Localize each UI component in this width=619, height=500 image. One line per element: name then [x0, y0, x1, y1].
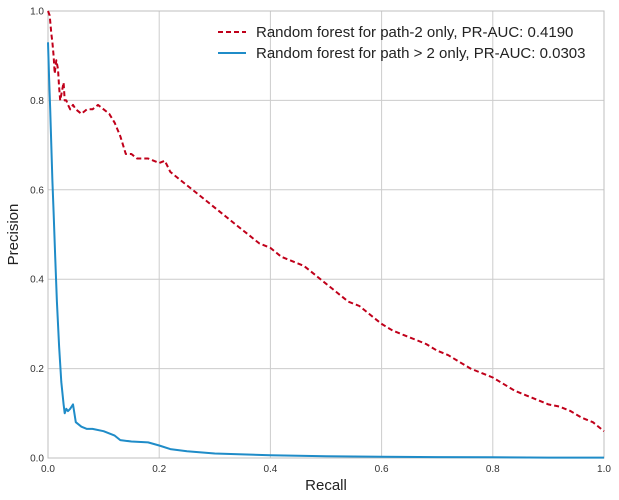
series-line-2 — [47, 42, 604, 459]
legend-label-1: Random forest for path-2 only, PR-AUC: 0… — [256, 24, 573, 41]
x-tick-label: 0.2 — [152, 464, 166, 475]
x-tick-label: 0.4 — [263, 464, 277, 475]
x-tick-label: 1.0 — [597, 464, 611, 475]
y-tick-label: 1.0 — [30, 7, 44, 18]
y-tick-label: 0.8 — [30, 96, 44, 107]
series-line-1 — [47, 10, 605, 432]
x-tick-label: 0.0 — [41, 464, 55, 475]
tick-labels: 0.0 0.2 0.4 0.6 0.8 1.0 0.0 0.2 0.4 0.6 0.8 1.0 — [30, 7, 611, 476]
y-tick-label: 0.6 — [30, 185, 44, 196]
y-tick-label: 0.4 — [30, 275, 44, 286]
plot-frame — [47, 10, 605, 459]
legend-label-2: Random forest for path > 2 only, PR-AUC:… — [256, 45, 585, 62]
x-axis-label: Recall — [305, 477, 347, 494]
x-tick-label: 0.6 — [375, 464, 389, 475]
y-tick-label: 0.2 — [30, 364, 44, 375]
legend: Random forest for path-2 only, PR-AUC: 0… — [218, 24, 585, 62]
series-layer — [47, 10, 605, 459]
y-axis-label: Precision — [5, 204, 22, 266]
grid-lines — [47, 10, 605, 459]
x-tick-label: 0.8 — [486, 464, 500, 475]
y-tick-label: 0.0 — [30, 454, 44, 465]
